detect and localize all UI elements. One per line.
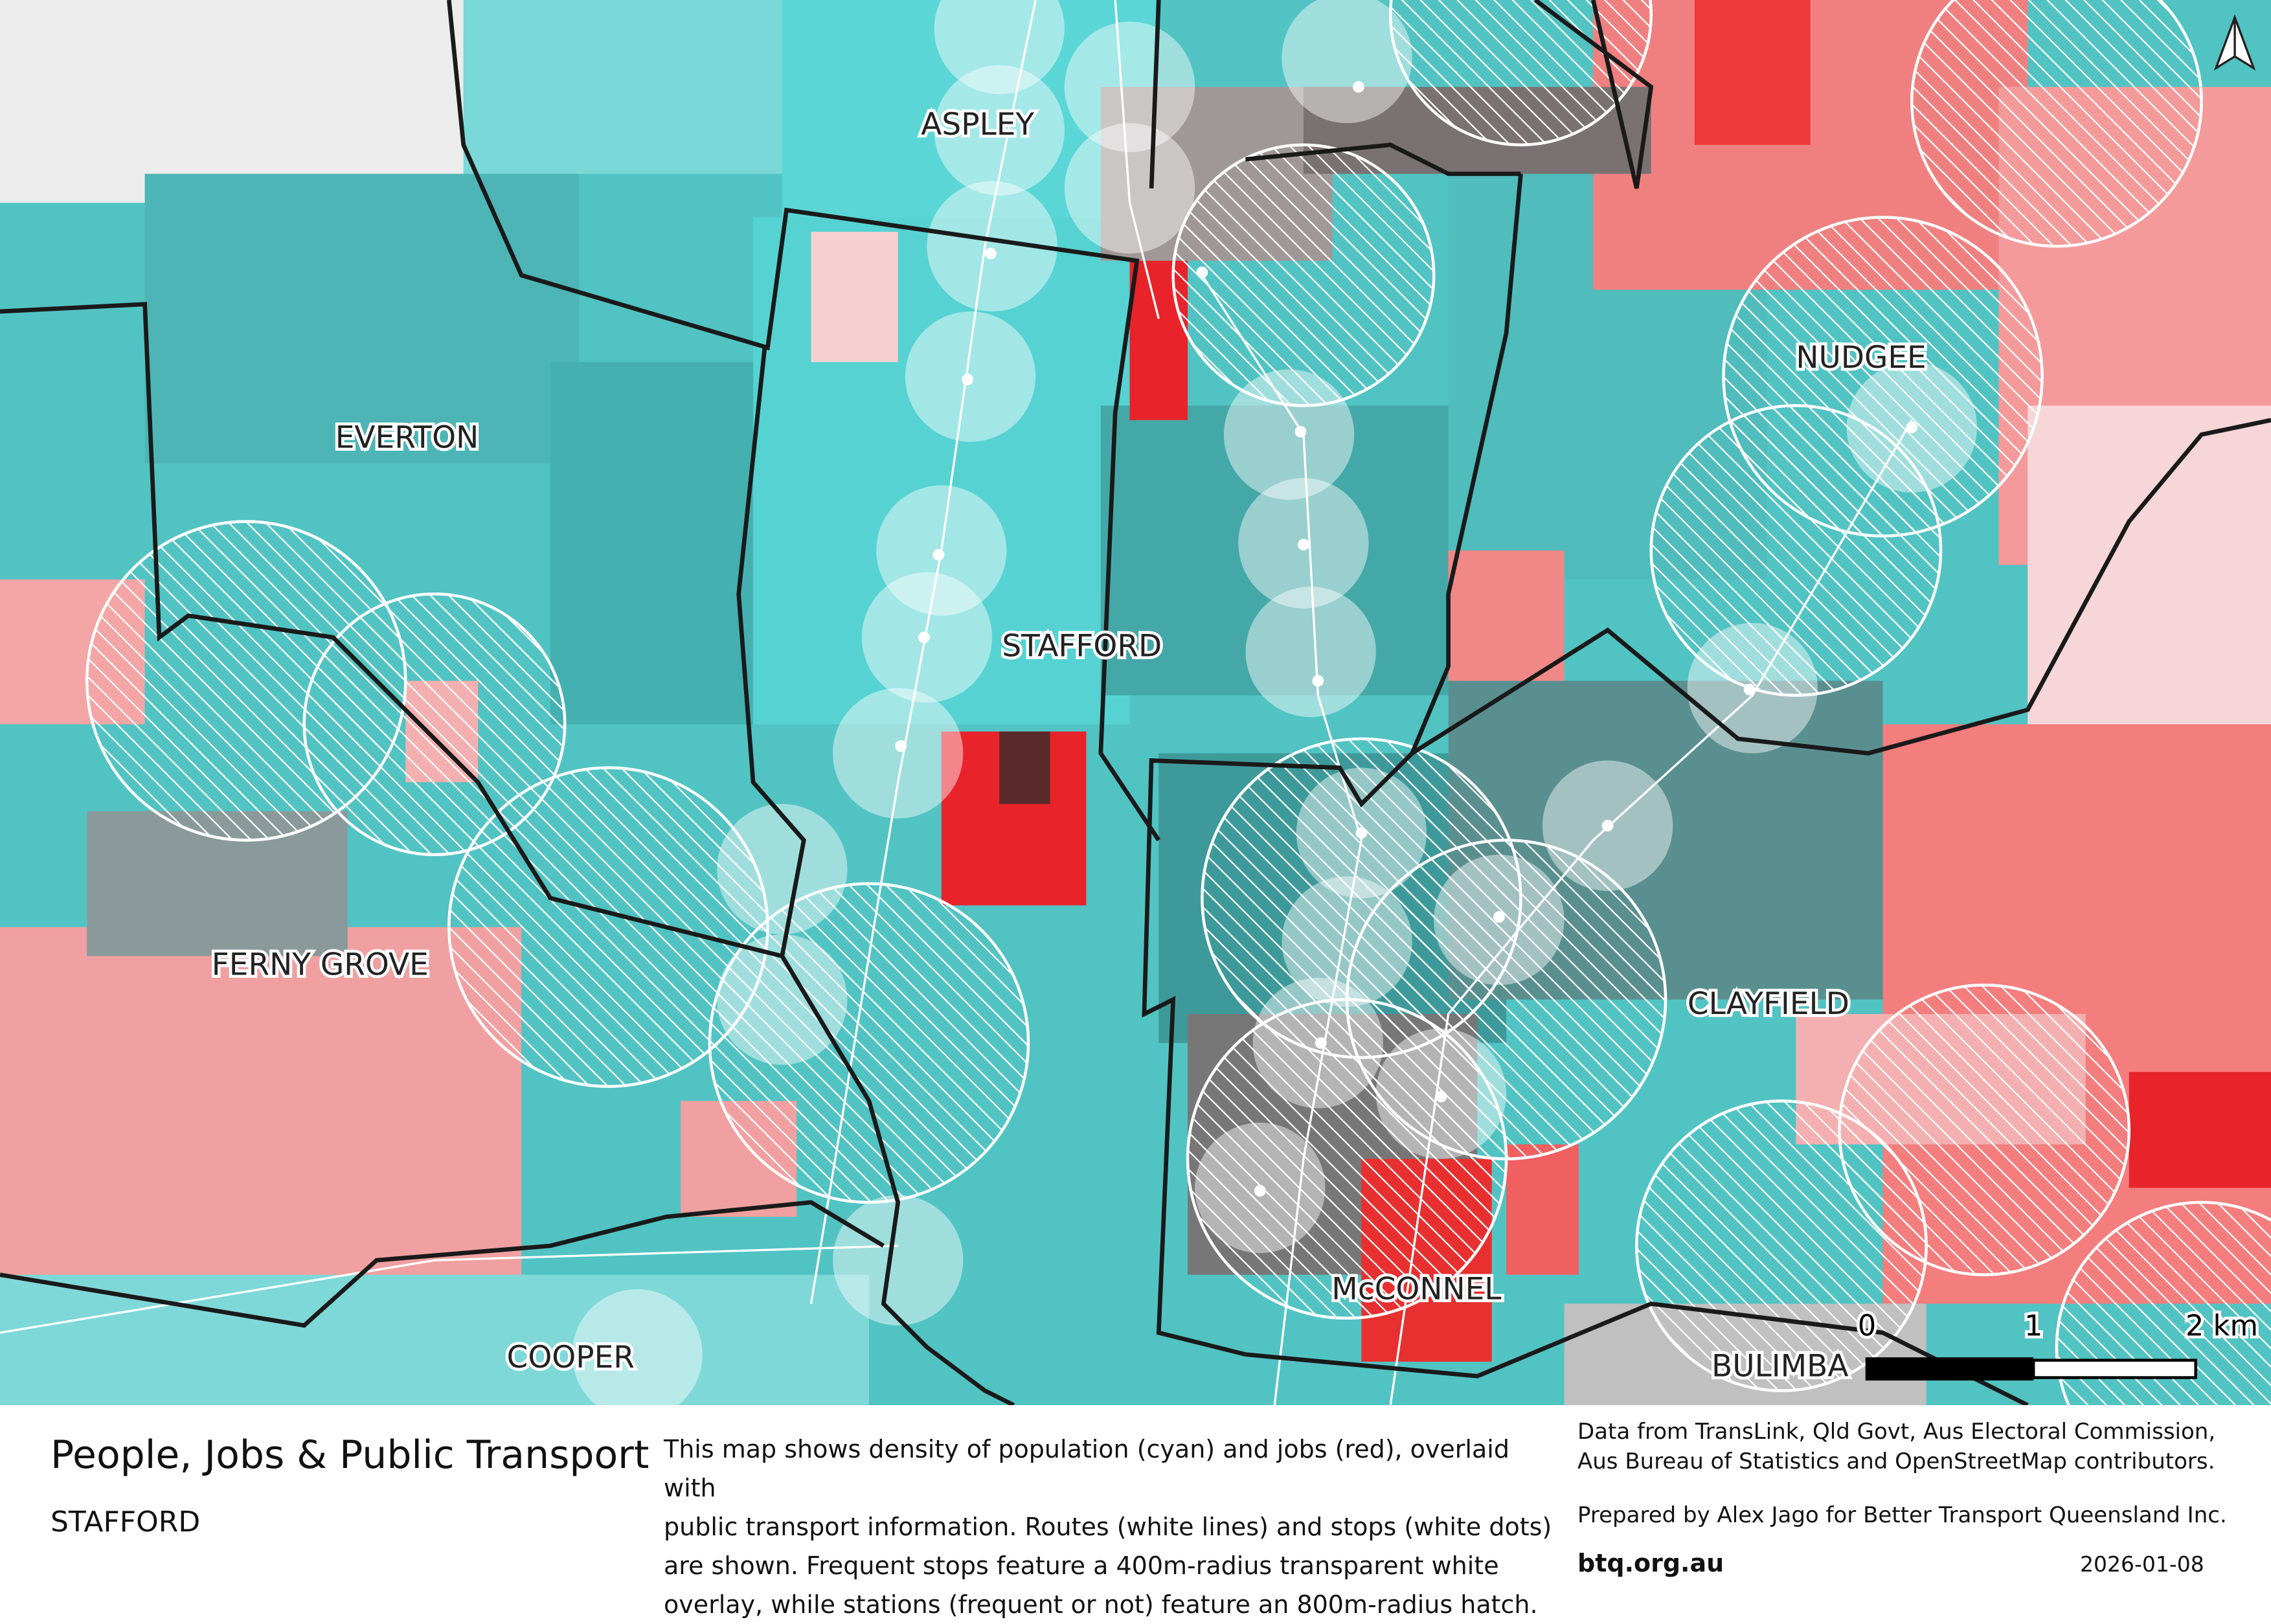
map-description: This map shows density of population (cy…: [664, 1430, 1557, 1624]
scale-tick-2: 2 km: [2186, 1309, 2258, 1343]
description-line: are shown. Frequent stops feature a 400m…: [664, 1551, 1499, 1580]
credits-line: Aus Bureau of Statistics and OpenStreetM…: [1577, 1449, 2215, 1474]
north-arrow-icon: [2213, 14, 2256, 71]
credits-line: Data from TransLink, Qld Govt, Aus Elect…: [1577, 1419, 2216, 1445]
scale-tick-0: 0: [1858, 1309, 1876, 1343]
suburb-label-bulimba: BULIMBA: [1712, 1348, 1848, 1384]
suburb-label-nudgee: NUDGEE: [1796, 340, 1926, 376]
density-map[interactable]: ASPLEY EVERTON STAFFORD FERNY GROVE COOP…: [0, 0, 2271, 1405]
station-hatch-overlays: [85, 0, 2271, 1405]
description-line: This map shows density of population (cy…: [664, 1435, 1509, 1502]
website-link[interactable]: btq.org.au: [1577, 1549, 1724, 1577]
transit-stops: [895, 81, 1918, 1197]
description-line: public transport information. Routes (wh…: [664, 1513, 1552, 1541]
suburb-label-cooper: COOPER: [507, 1340, 635, 1375]
electorate-boundaries: [0, 0, 2271, 1405]
suburb-label-clayfield: CLAYFIELD: [1688, 986, 1849, 1022]
map-title: People, Jobs & Public Transport: [51, 1432, 650, 1478]
suburb-label-stafford: STAFFORD: [1002, 628, 1162, 664]
scale-bar: 0 1 2 km: [1855, 1305, 2261, 1381]
data-credits: Data from TransLink, Qld Govt, Aus Elect…: [1577, 1417, 2215, 1476]
map-footer: People, Jobs & Public Transport STAFFORD…: [0, 1405, 2271, 1619]
suburb-label-aspley: ASPLEY: [921, 107, 1034, 142]
prepared-by: Prepared by Alex Jago for Better Transpo…: [1577, 1502, 2227, 1528]
map-subtitle: STAFFORD: [51, 1506, 201, 1539]
suburb-label-everton: EVERTON: [335, 420, 479, 455]
scale-tick-1: 1: [2024, 1309, 2042, 1343]
description-line: overlay, while stations (frequent or not…: [664, 1590, 1538, 1619]
map-date: 2026-01-08: [2080, 1551, 2204, 1577]
suburb-labels: ASPLEY EVERTON STAFFORD FERNY GROVE COOP…: [209, 104, 1929, 1387]
suburb-label-ferny-grove: FERNY GROVE: [212, 947, 429, 983]
suburb-label-mcconnel: McCONNEL: [1331, 1272, 1501, 1307]
